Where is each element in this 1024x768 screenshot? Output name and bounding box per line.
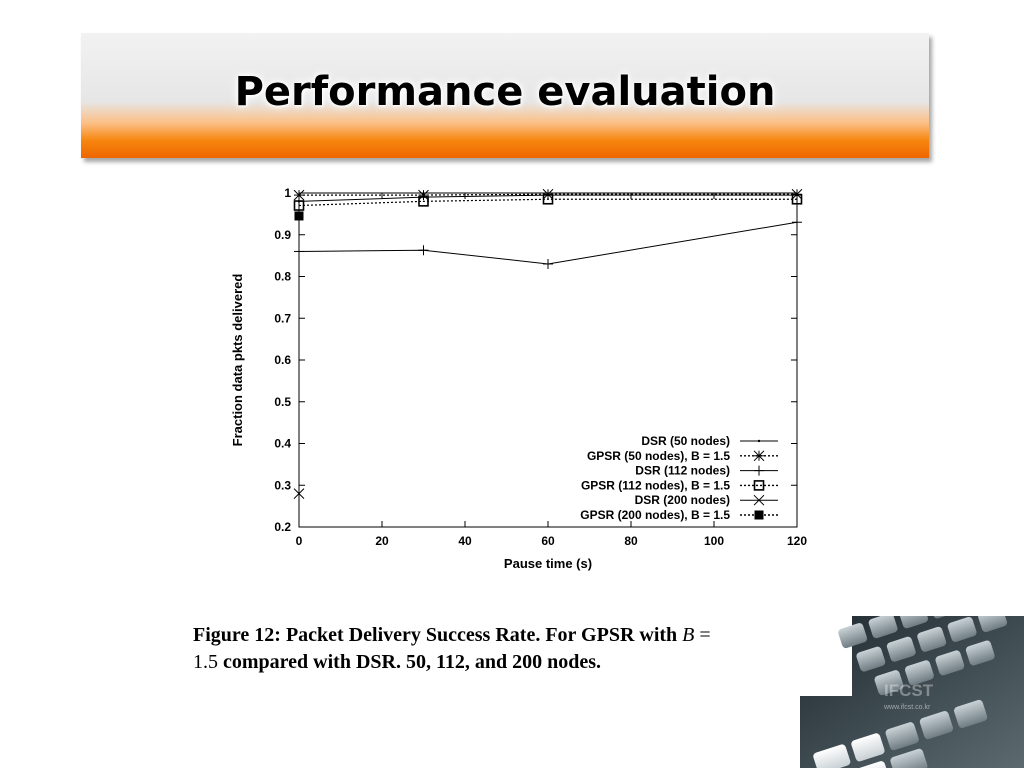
watermark-brand: IFCST xyxy=(884,681,934,700)
x-tick-label: 100 xyxy=(704,534,724,548)
legend-label: DSR (200 nodes) xyxy=(635,493,730,507)
x-tick-label: 40 xyxy=(458,534,472,548)
y-tick-label: 0.6 xyxy=(274,353,291,367)
x-tick-label: 80 xyxy=(624,534,638,548)
legend-marker xyxy=(753,480,765,491)
figure-caption: Figure 12: Packet Delivery Success Rate.… xyxy=(193,622,843,676)
series-line-1 xyxy=(299,193,797,196)
x-tick-label: 0 xyxy=(296,534,303,548)
x-axis-label: Pause time (s) xyxy=(504,556,592,571)
y-tick-label: 0.7 xyxy=(274,311,291,325)
slide-title-bar: Performance evaluation xyxy=(81,33,929,158)
x-tick-label: 60 xyxy=(541,534,555,548)
series-2-point xyxy=(543,258,553,269)
legend-label: GPSR (112 nodes), B = 1.5 xyxy=(581,478,730,492)
series-5-point xyxy=(294,211,304,221)
legend-marker xyxy=(754,510,764,520)
series-line-2 xyxy=(298,221,798,265)
caption-number: 1.5 xyxy=(193,651,218,673)
y-tick-label: 1 xyxy=(284,186,291,200)
series-2-point xyxy=(418,245,429,256)
series-3-point xyxy=(542,193,554,205)
y-tick-label: 0.2 xyxy=(274,520,291,534)
caption-variable: B xyxy=(682,624,695,646)
series-2-point xyxy=(294,246,304,257)
legend-label: DSR (112 nodes) xyxy=(635,464,730,478)
legend-marker xyxy=(754,465,764,476)
legend-label: DSR (50 nodes) xyxy=(641,434,730,448)
legend-marker xyxy=(753,494,765,506)
series-3-point xyxy=(418,196,429,207)
y-tick-label: 0.3 xyxy=(274,478,291,492)
series-4-point xyxy=(293,488,305,499)
caption-line2-text: compared with DSR. 50, 112, and 200 node… xyxy=(218,651,602,673)
series-3-point xyxy=(791,193,803,205)
series-3-point xyxy=(293,200,305,211)
x-tick-label: 120 xyxy=(787,534,807,548)
slide-title: Performance evaluation xyxy=(234,68,776,115)
series-line-0 xyxy=(298,194,797,202)
y-tick-label: 0.4 xyxy=(274,437,291,451)
y-tick-label: 0.8 xyxy=(274,270,291,284)
series-1-point xyxy=(293,189,305,201)
caption-line1-text: Figure 12: Packet Delivery Success Rate.… xyxy=(193,624,683,646)
keyboard-photo-decoration: IFCST www.ifcst.co.kr xyxy=(800,616,1024,768)
series-line-3 xyxy=(298,198,797,207)
series-2-point xyxy=(792,217,802,228)
watermark-url: www.ifcst.co.kr xyxy=(883,704,931,711)
x-tick-label: 20 xyxy=(375,534,389,548)
y-axis-label: Fraction data pkts delivered xyxy=(230,274,245,447)
caption-equals: = xyxy=(694,624,711,646)
legend-label: GPSR (200 nodes), B = 1.5 xyxy=(580,508,730,522)
legend-marker xyxy=(753,450,765,462)
y-tick-label: 0.5 xyxy=(274,395,291,409)
y-tick-label: 0.9 xyxy=(274,228,291,242)
legend-marker xyxy=(757,439,761,443)
series-1-point xyxy=(418,189,429,201)
legend-label: GPSR (50 nodes), B = 1.5 xyxy=(587,449,730,463)
